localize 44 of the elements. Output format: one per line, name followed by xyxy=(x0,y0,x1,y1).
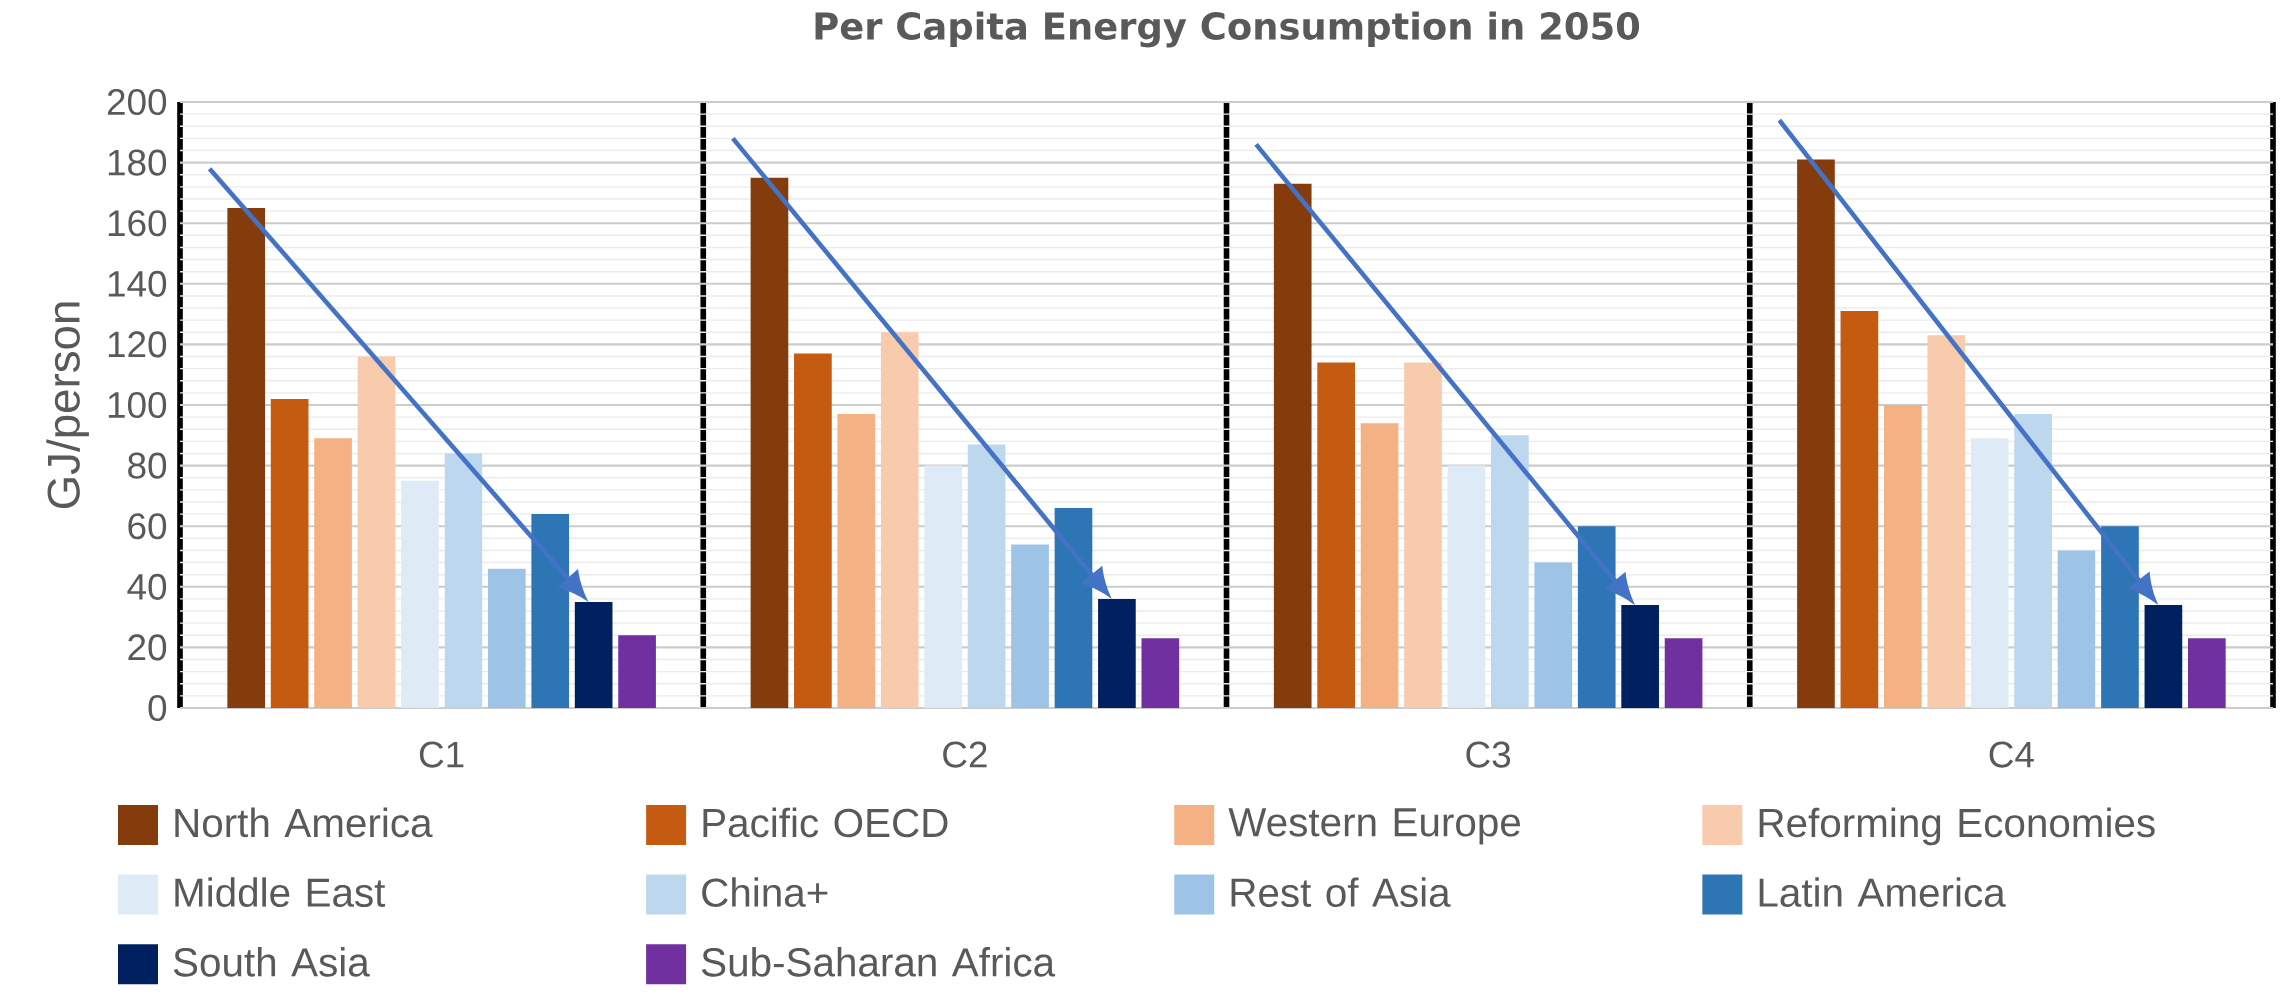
legend-label: China+ xyxy=(702,877,828,907)
x-tick-label: C4 xyxy=(1989,741,2034,768)
bar xyxy=(270,398,309,708)
x-tick-label: C2 xyxy=(943,741,987,768)
bar xyxy=(531,514,570,708)
bar xyxy=(2144,604,2183,708)
y-tick-label: 120 xyxy=(108,331,167,358)
legend-label: Pacific OECD xyxy=(703,807,948,838)
bar xyxy=(227,208,266,708)
legend-label: Latin America xyxy=(1759,877,2006,907)
x-tick-label: C1 xyxy=(419,741,464,768)
bar xyxy=(1141,638,1180,708)
bar xyxy=(1534,562,1573,708)
legend-label: Western Europe xyxy=(1228,808,1520,845)
y-tick-label: 140 xyxy=(108,270,167,297)
bar xyxy=(1621,604,1659,708)
bar xyxy=(314,438,352,708)
bar xyxy=(1098,598,1136,708)
y-tick-label: 20 xyxy=(128,634,167,661)
y-tick-label: 100 xyxy=(108,391,167,419)
bar xyxy=(574,601,613,708)
bar xyxy=(487,568,526,708)
y-tick-label: 0 xyxy=(148,694,167,722)
y-tick-label: 200 xyxy=(107,88,167,116)
y-tick-label: 160 xyxy=(108,210,167,237)
chart-title: Per Capita Energy Consumption in 2050 xyxy=(815,11,1640,48)
legend-label: Rest of Asia xyxy=(1231,877,1451,907)
bar xyxy=(444,453,483,708)
bar xyxy=(2187,638,2226,708)
bar xyxy=(1664,638,1703,708)
bar xyxy=(401,480,439,708)
legend-label: North America xyxy=(175,807,433,838)
y-tick-label: 60 xyxy=(128,513,167,540)
bar xyxy=(618,635,656,708)
bar xyxy=(357,356,396,708)
y-axis-title: GJ/person xyxy=(46,302,89,509)
legend-label: Reforming Economies xyxy=(1759,807,2155,846)
y-tick-label: 180 xyxy=(108,149,167,176)
y-tick-label: 80 xyxy=(128,452,167,479)
legend-label: South Asia xyxy=(173,947,370,977)
legend-label: Sub-Saharan Africa xyxy=(701,947,1056,977)
y-tick-label: 40 xyxy=(127,573,167,600)
legend-label: Middle East xyxy=(175,877,386,907)
x-tick-label: C3 xyxy=(1466,741,1511,768)
